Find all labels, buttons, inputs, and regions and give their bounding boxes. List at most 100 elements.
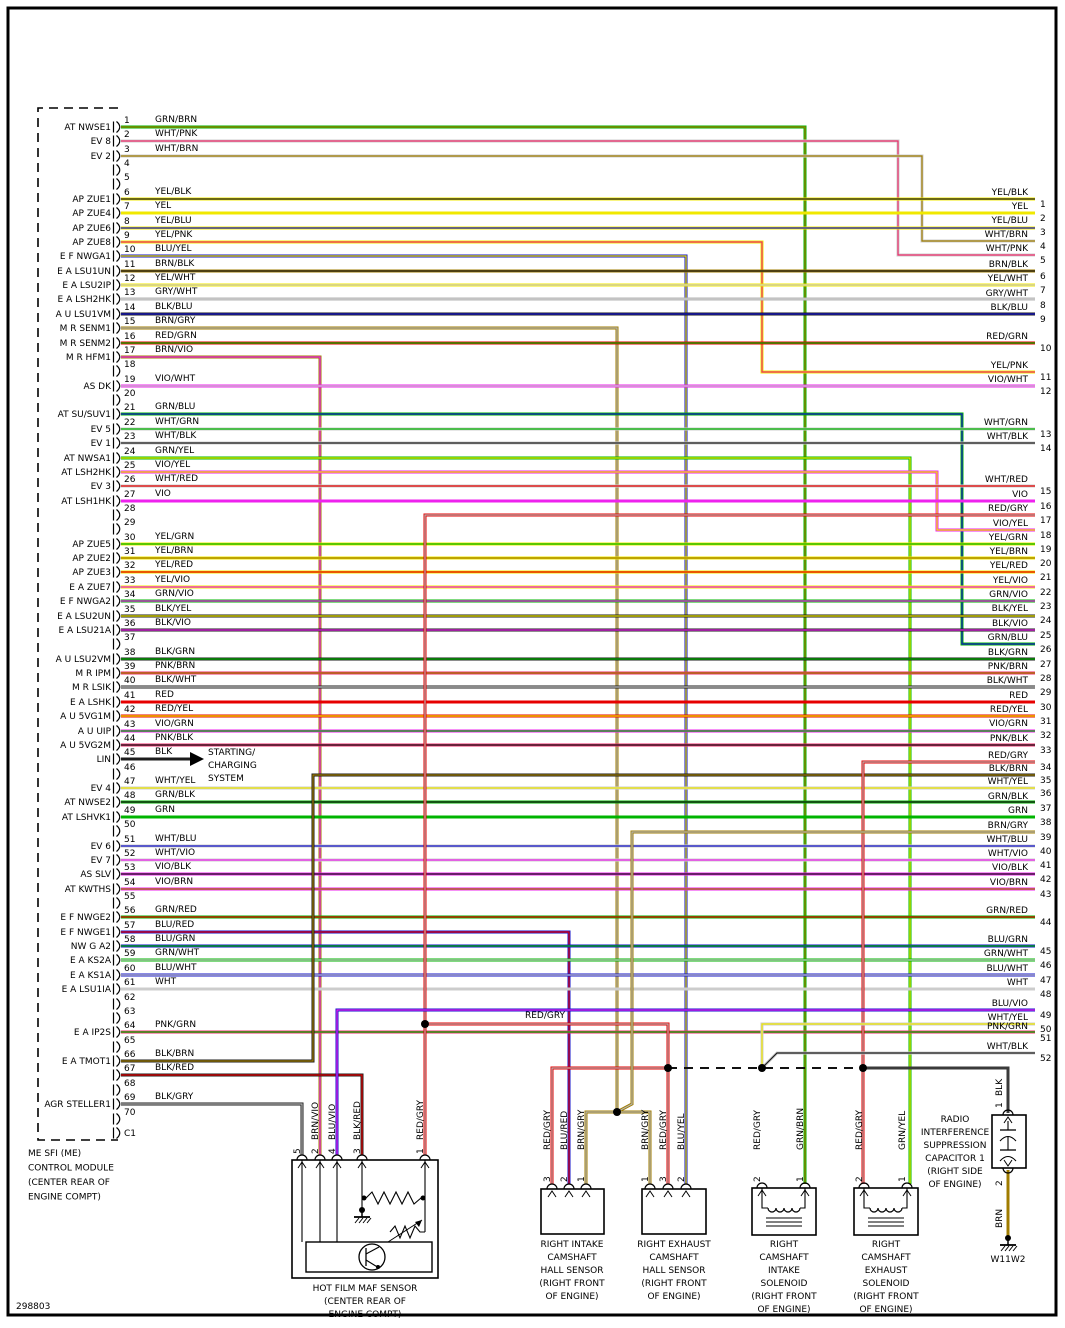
module-pin-bracket [116,164,121,176]
module-pin-number: 18 [124,360,136,370]
module-pin-signal: E A TMOT1 [62,1057,111,1067]
connector-arc [419,1154,431,1161]
right-wire-color-label: PNK/BLK [990,734,1029,744]
component-pin-color-label: GRN/YEL [898,1111,908,1150]
module-pin-number: 64 [124,1021,136,1031]
module-caption: (CENTER REAR OF [28,1178,110,1188]
module-pin-number: 12 [124,274,135,284]
wire-YEL/PNK [121,240,1035,374]
wire-stripe-BRN/GRY [616,831,1035,1113]
module-wire-color-label: PNK/GRN [155,1020,196,1030]
module-pin-bracket [116,293,121,305]
module-pin-number: 11 [124,260,135,270]
maf-caption: HOT FILM MAF SENSOR [313,1284,418,1294]
right-pin-number: 48 [1040,990,1052,1000]
module-pin-number: 6 [124,188,130,198]
maf-inner-box [305,1241,433,1273]
right-wire-color-label: WHT/VIO [988,849,1028,859]
capacitor-caption: OF ENGINE) [928,1180,981,1190]
module-pin-signal: E A LSU1UN [57,267,111,277]
connector-arc [799,1182,811,1189]
module-wire-color-label: BLK/BRN [155,1049,194,1059]
module-pin-number: 24 [124,447,136,457]
maf-sensor-box [291,1159,439,1279]
right-wire-color-label: VIO/BRN [990,878,1028,888]
exhaust_hall-caption: HALL SENSOR [643,1266,706,1276]
module-pin-number: 35 [124,605,135,615]
module-pin-bracket [116,667,121,679]
junction-dot [421,1020,429,1028]
right-wire-color-label: WHT/GRN [984,418,1028,428]
connector-arc [356,1154,368,1161]
connector-chevron [581,1190,591,1198]
component-pin-number: 1 [995,1102,1005,1108]
module-pin-number: 44 [124,734,136,744]
module-pin-signal: EV 2 [91,152,111,162]
component-pin-number: 2 [311,1148,321,1154]
right-pin-number: 10 [1040,344,1052,354]
module-pin-bracket [116,480,121,492]
module-pin-number: 66 [124,1050,136,1060]
ground-hatch [1000,1245,1006,1252]
module-pin-bracket [116,840,121,852]
wire-stripe-RED/GRY [551,1067,668,1184]
right-pin-number: 2 [1040,214,1046,224]
wire-GRN/BLU [121,412,1035,646]
connector-arc [1002,1109,1014,1116]
module-wire-color-label: WHT/GRN [155,417,199,427]
right-pin-number: 28 [1040,674,1052,684]
module-pin-number: 20 [124,389,136,399]
component-pin-number: 3 [353,1148,363,1154]
module-wire-color-label: VIO/BLK [155,862,192,872]
module-wire-color-label: RED/YEL [155,704,193,714]
module-pin-bracket [116,998,121,1010]
right-pin-number: 22 [1040,588,1051,598]
ground-hatch [358,1217,364,1224]
module-pin-bracket [116,178,121,190]
right-pin-number: 49 [1040,1011,1052,1021]
module-pin-number: 8 [124,217,130,227]
module-wire-color-label: BLU/WHT [155,963,197,973]
exhaust_sol-caption: OF ENGINE) [859,1305,912,1315]
module-pin-signal: M R SENM2 [60,339,111,349]
module-pin-bracket [116,1055,121,1067]
right-pin-number: 18 [1040,531,1052,541]
component-pin-number: 2 [855,1176,865,1182]
module-wire-color-label: BRN/VIO [155,345,193,355]
right-pin-number: 37 [1040,804,1051,814]
wire-stripe-RED/GRY [425,1023,669,1184]
ground-hatch [1004,1245,1010,1252]
right-wire-color-label: RED/GRY [988,751,1029,761]
module-wire-color-label: YEL/GRN [154,532,194,542]
module-pin-bracket [116,868,121,880]
module-pin-bracket [116,466,121,478]
module-pin-bracket [116,969,121,981]
connector-arc [756,1182,768,1189]
module-pin-number: 15 [124,317,135,327]
module-pin-number: 62 [124,993,135,1003]
module-pin-number: 43 [124,720,135,730]
wire-stripe-WHT/YEL [761,1023,1035,1066]
right-wire-color-label: YEL/RED [989,561,1028,571]
right-pin-number: 4 [1040,242,1046,252]
module-pin-signal: A U 5VG2M [60,741,111,751]
right-wire-color-label: BLU/GRN [988,935,1028,945]
connector-chevron [547,1190,557,1198]
capacitor-caption: INTERFERENCE [921,1128,990,1138]
module-pin-signal: M R IPM [75,669,111,679]
module-pin-signal: AT LSH1HK [61,497,112,507]
module-wire-color-label: GRN/BLU [155,402,195,412]
right-pin-number: 46 [1040,961,1052,971]
module-pin-number: 25 [124,461,135,471]
wire-stripe-RED/GRY [862,761,1035,1184]
module-pin-number: 61 [124,978,135,988]
module-pin-number: 5 [124,173,130,183]
component-pin-color-label: BLU/RED [560,1111,570,1150]
module-pin-bracket [116,423,121,435]
cap-symbol [999,1155,1017,1162]
right-wire-color-label: RED [1009,691,1028,701]
module-pin-signal: EV 5 [91,425,111,435]
module-pin-number: 34 [124,590,136,600]
module-pin-number: 1 [124,116,130,126]
right-wire-color-label: WHT/RED [985,475,1028,485]
